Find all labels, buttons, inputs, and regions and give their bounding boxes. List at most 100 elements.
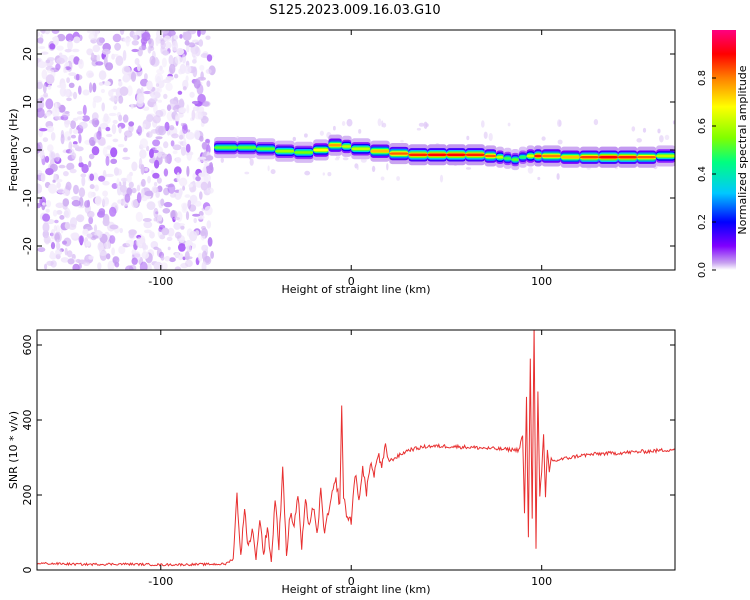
noise-speckle [82, 89, 90, 96]
noise-speckle [146, 145, 150, 152]
noise-speckle [63, 67, 67, 74]
noise-speckle [78, 133, 82, 144]
noise-speckle [199, 135, 204, 142]
noise-speckle [109, 206, 117, 217]
ridge-speckle [400, 139, 404, 143]
ridge-segment [237, 146, 257, 149]
noise-speckle [166, 104, 172, 111]
noise-speckle [137, 63, 141, 72]
noise-speckle [162, 30, 170, 34]
noise-speckle [194, 129, 201, 140]
noise-speckle [178, 107, 187, 113]
noise-speckle [148, 97, 158, 103]
noise-speckle [37, 31, 41, 37]
ridge-segment [560, 156, 581, 159]
noise-speckle [119, 86, 129, 96]
noise-speckle [207, 237, 213, 247]
noise-speckle [101, 102, 105, 112]
noise-speckle [106, 145, 112, 150]
noise-speckle [71, 134, 76, 139]
noise-speckle [134, 58, 140, 65]
noise-speckle [72, 91, 78, 100]
noise-speckle [183, 137, 187, 149]
noise-speckle [167, 227, 175, 237]
ridge-segment [214, 146, 238, 149]
noise-speckle [73, 184, 79, 195]
ridge-speckle [341, 121, 346, 126]
ridge-speckle [488, 133, 493, 141]
noise-speckle [62, 189, 71, 196]
ridge-segment [408, 153, 428, 156]
noise-speckle [87, 210, 95, 218]
noise-speckle [92, 44, 101, 53]
ridge-speckle [416, 127, 421, 131]
snr-plot-area [37, 330, 675, 570]
ridge-segment [313, 148, 329, 152]
noise-speckle [68, 141, 73, 152]
noise-speckle [136, 184, 141, 192]
noise-speckle [164, 155, 170, 164]
ridge-segment [656, 154, 675, 158]
noise-speckle [52, 209, 58, 217]
noise-speckle [56, 181, 61, 189]
snr-panel: -100 0 100 0 200 400 600 Height of straight l… [7, 329, 676, 596]
noise-speckle [161, 57, 167, 68]
noise-speckle [172, 144, 182, 151]
snr-y-ticks: 0 200 400 600 [21, 335, 675, 574]
noise-speckle [120, 177, 128, 182]
noise-speckle [195, 176, 201, 182]
noise-speckle [75, 73, 80, 81]
ridge-speckle [327, 172, 332, 177]
noise-speckle [179, 134, 184, 140]
snr-y-axis-label: SNR (10 * v/v) [7, 411, 20, 489]
noise-speckle [205, 138, 211, 144]
ridge-segment [636, 156, 657, 159]
noise-speckle [127, 85, 133, 97]
noise-speckle [163, 35, 171, 42]
noise-speckle [155, 109, 164, 118]
noise-speckle [140, 164, 145, 175]
noise-speckle [165, 41, 172, 50]
noise-speckle [180, 146, 186, 156]
ridge-segment [484, 154, 497, 158]
noise-speckle [191, 109, 196, 121]
ridge-segment [328, 144, 343, 147]
noise-speckle [71, 199, 81, 207]
noise-speckle [143, 221, 153, 229]
noise-speckle [91, 118, 96, 125]
noise-speckle [102, 218, 110, 227]
noise-speckle [149, 55, 156, 66]
noise-speckle [41, 30, 46, 34]
ridge-speckle [481, 120, 485, 128]
noise-speckle [56, 45, 64, 51]
noise-speckle [69, 127, 73, 135]
noise-speckle [45, 74, 55, 85]
noise-speckle [59, 215, 65, 220]
noise-speckle [186, 165, 190, 177]
noise-speckle [94, 184, 99, 192]
noise-speckle [50, 132, 56, 141]
noise-speckle [49, 43, 56, 50]
noise-speckle [124, 193, 131, 203]
noise-speckle [102, 180, 110, 186]
noise-speckle [88, 33, 96, 41]
noise-speckle [133, 31, 138, 43]
noise-speckle [56, 33, 66, 42]
noise-speckle [64, 247, 68, 256]
ridge-segment [617, 156, 638, 159]
noise-speckle [46, 260, 54, 266]
ridge-speckle [439, 174, 444, 183]
noise-speckle [42, 83, 47, 94]
noise-speckle [165, 82, 173, 92]
noise-speckle [170, 193, 177, 198]
noise-speckle [173, 216, 181, 221]
noise-speckle [110, 158, 118, 164]
ridge-segment [541, 154, 562, 158]
noise-speckle [177, 90, 183, 95]
ridge-segment [526, 154, 535, 158]
ridge-speckle [636, 138, 642, 143]
noise-speckle [182, 86, 187, 91]
noise-speckle [205, 155, 214, 161]
noise-speckle [179, 34, 183, 39]
noise-speckle [178, 243, 186, 252]
